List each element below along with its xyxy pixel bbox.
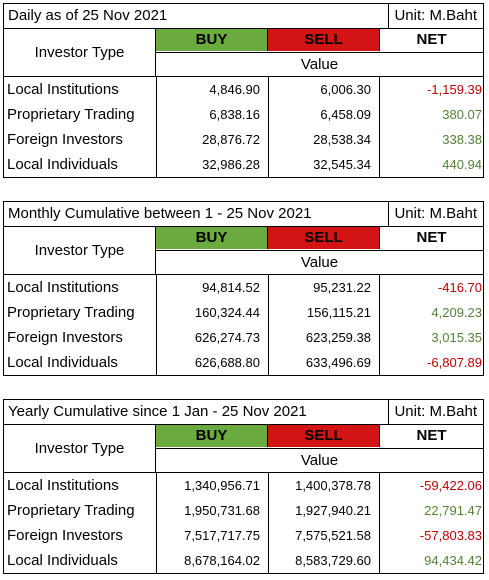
table-body: Local Institutions 94,814.52 95,231.22 -… [4, 275, 483, 375]
buy-header: BUY [156, 425, 268, 447]
investor-type-header: Investor Type [4, 29, 156, 76]
investor-label: Local Institutions [7, 81, 119, 98]
value-header: Value [156, 250, 483, 274]
net-header: NET [379, 425, 483, 447]
buy-header: BUY [156, 29, 268, 51]
monthly-table: Monthly Cumulative between 1 - 25 Nov 20… [3, 201, 484, 376]
sell-value: 95,231.22 [313, 280, 371, 295]
table-title: Yearly Cumulative since 1 Jan - 25 Nov 2… [8, 403, 307, 420]
investor-label: Proprietary Trading [7, 502, 135, 519]
buy-value: 626,688.80 [194, 355, 260, 370]
table-title: Daily as of 25 Nov 2021 [8, 7, 168, 24]
table-body: Local Institutions 4,846.90 6,006.30 -1,… [4, 77, 483, 177]
net-value: 4,209.23 [431, 305, 482, 320]
table-row: Proprietary Trading 6,838.16 6,458.09 38… [4, 102, 483, 127]
sell-header: SELL [268, 425, 379, 447]
investor-label: Local Individuals [7, 354, 118, 371]
table-header: Monthly Cumulative between 1 - 25 Nov 20… [4, 202, 483, 227]
table-header: Daily as of 25 Nov 2021 Unit: M.Baht [4, 4, 483, 29]
table-header: Yearly Cumulative since 1 Jan - 25 Nov 2… [4, 400, 483, 425]
table-row: Local Individuals 8,678,164.02 8,583,729… [4, 548, 483, 573]
yearly-table: Yearly Cumulative since 1 Jan - 25 Nov 2… [3, 399, 484, 574]
buy-value: 160,324.44 [194, 305, 260, 320]
sell-value: 156,115.21 [306, 305, 371, 320]
sell-value: 8,583,729.60 [295, 553, 371, 568]
investor-label: Local Individuals [7, 156, 118, 173]
buy-value: 8,678,164.02 [184, 553, 260, 568]
net-header: NET [379, 227, 483, 249]
buy-value: 626,274.73 [194, 330, 260, 345]
net-value: -1,159.39 [427, 82, 482, 97]
sell-value: 6,006.30 [320, 82, 371, 97]
net-value: 380.07 [442, 107, 482, 122]
sell-value: 6,458.09 [320, 107, 371, 122]
table-title: Monthly Cumulative between 1 - 25 Nov 20… [8, 205, 312, 222]
investor-label: Local Institutions [7, 279, 119, 296]
daily-table: Daily as of 25 Nov 2021 Unit: M.Baht Inv… [3, 3, 484, 178]
buy-value: 1,340,956.71 [184, 478, 260, 493]
net-value: 22,791.47 [424, 503, 482, 518]
sell-value: 32,545.34 [313, 157, 371, 172]
investor-label: Proprietary Trading [7, 106, 135, 123]
net-value: 338.38 [442, 132, 482, 147]
table-row: Proprietary Trading 1,950,731.68 1,927,9… [4, 498, 483, 523]
net-value: -57,803.83 [419, 528, 482, 543]
buy-value: 6,838.16 [209, 107, 260, 122]
investor-label: Foreign Investors [7, 329, 123, 346]
table-row: Foreign Investors 7,517,717.75 7,575,521… [4, 523, 483, 548]
column-header: Investor Type BUY SELL NET Value [4, 425, 483, 473]
table-body: Local Institutions 1,340,956.71 1,400,37… [4, 473, 483, 573]
buy-value: 94,814.52 [202, 280, 260, 295]
table-row: Proprietary Trading 160,324.44 156,115.2… [4, 300, 483, 325]
table-row: Local Institutions 1,340,956.71 1,400,37… [4, 473, 483, 498]
net-header: NET [379, 29, 483, 51]
buy-value: 28,876.72 [202, 132, 260, 147]
net-value: -59,422.06 [419, 478, 482, 493]
buy-value: 4,846.90 [209, 82, 260, 97]
table-row: Local Individuals 626,688.80 633,496.69 … [4, 350, 483, 375]
investor-label: Local Individuals [7, 552, 118, 569]
table-row: Local Institutions 94,814.52 95,231.22 -… [4, 275, 483, 300]
net-value: 3,015.35 [431, 330, 482, 345]
investor-label: Foreign Investors [7, 131, 123, 148]
table-row: Local Institutions 4,846.90 6,006.30 -1,… [4, 77, 483, 102]
sell-value: 1,400,378.78 [295, 478, 371, 493]
investor-label: Proprietary Trading [7, 304, 135, 321]
table-row: Foreign Investors 28,876.72 28,538.34 33… [4, 127, 483, 152]
unit-label: Unit: M.Baht [388, 400, 483, 424]
net-value: -6,807.89 [427, 355, 482, 370]
table-row: Local Individuals 32,986.28 32,545.34 44… [4, 152, 483, 177]
table-row: Foreign Investors 626,274.73 623,259.38 … [4, 325, 483, 350]
sell-value: 633,496.69 [305, 355, 371, 370]
investor-type-header: Investor Type [4, 425, 156, 472]
sell-value: 623,259.38 [305, 330, 371, 345]
column-header: Investor Type BUY SELL NET Value [4, 29, 483, 77]
buy-value: 32,986.28 [202, 157, 260, 172]
value-header: Value [156, 52, 483, 76]
column-header: Investor Type BUY SELL NET Value [4, 227, 483, 275]
buy-value: 1,950,731.68 [184, 503, 260, 518]
unit-label: Unit: M.Baht [388, 4, 483, 28]
sell-header: SELL [268, 29, 379, 51]
sell-value: 1,927,940.21 [295, 503, 371, 518]
buy-header: BUY [156, 227, 268, 249]
investor-label: Foreign Investors [7, 527, 123, 544]
net-value: 94,434.42 [424, 553, 482, 568]
value-header: Value [156, 448, 483, 472]
investor-label: Local Institutions [7, 477, 119, 494]
buy-value: 7,517,717.75 [184, 528, 260, 543]
unit-label: Unit: M.Baht [388, 202, 483, 226]
sell-value: 28,538.34 [313, 132, 371, 147]
net-value: 440.94 [442, 157, 482, 172]
sell-value: 7,575,521.58 [295, 528, 371, 543]
sell-header: SELL [268, 227, 379, 249]
investor-type-header: Investor Type [4, 227, 156, 274]
net-value: -416.70 [437, 280, 482, 295]
